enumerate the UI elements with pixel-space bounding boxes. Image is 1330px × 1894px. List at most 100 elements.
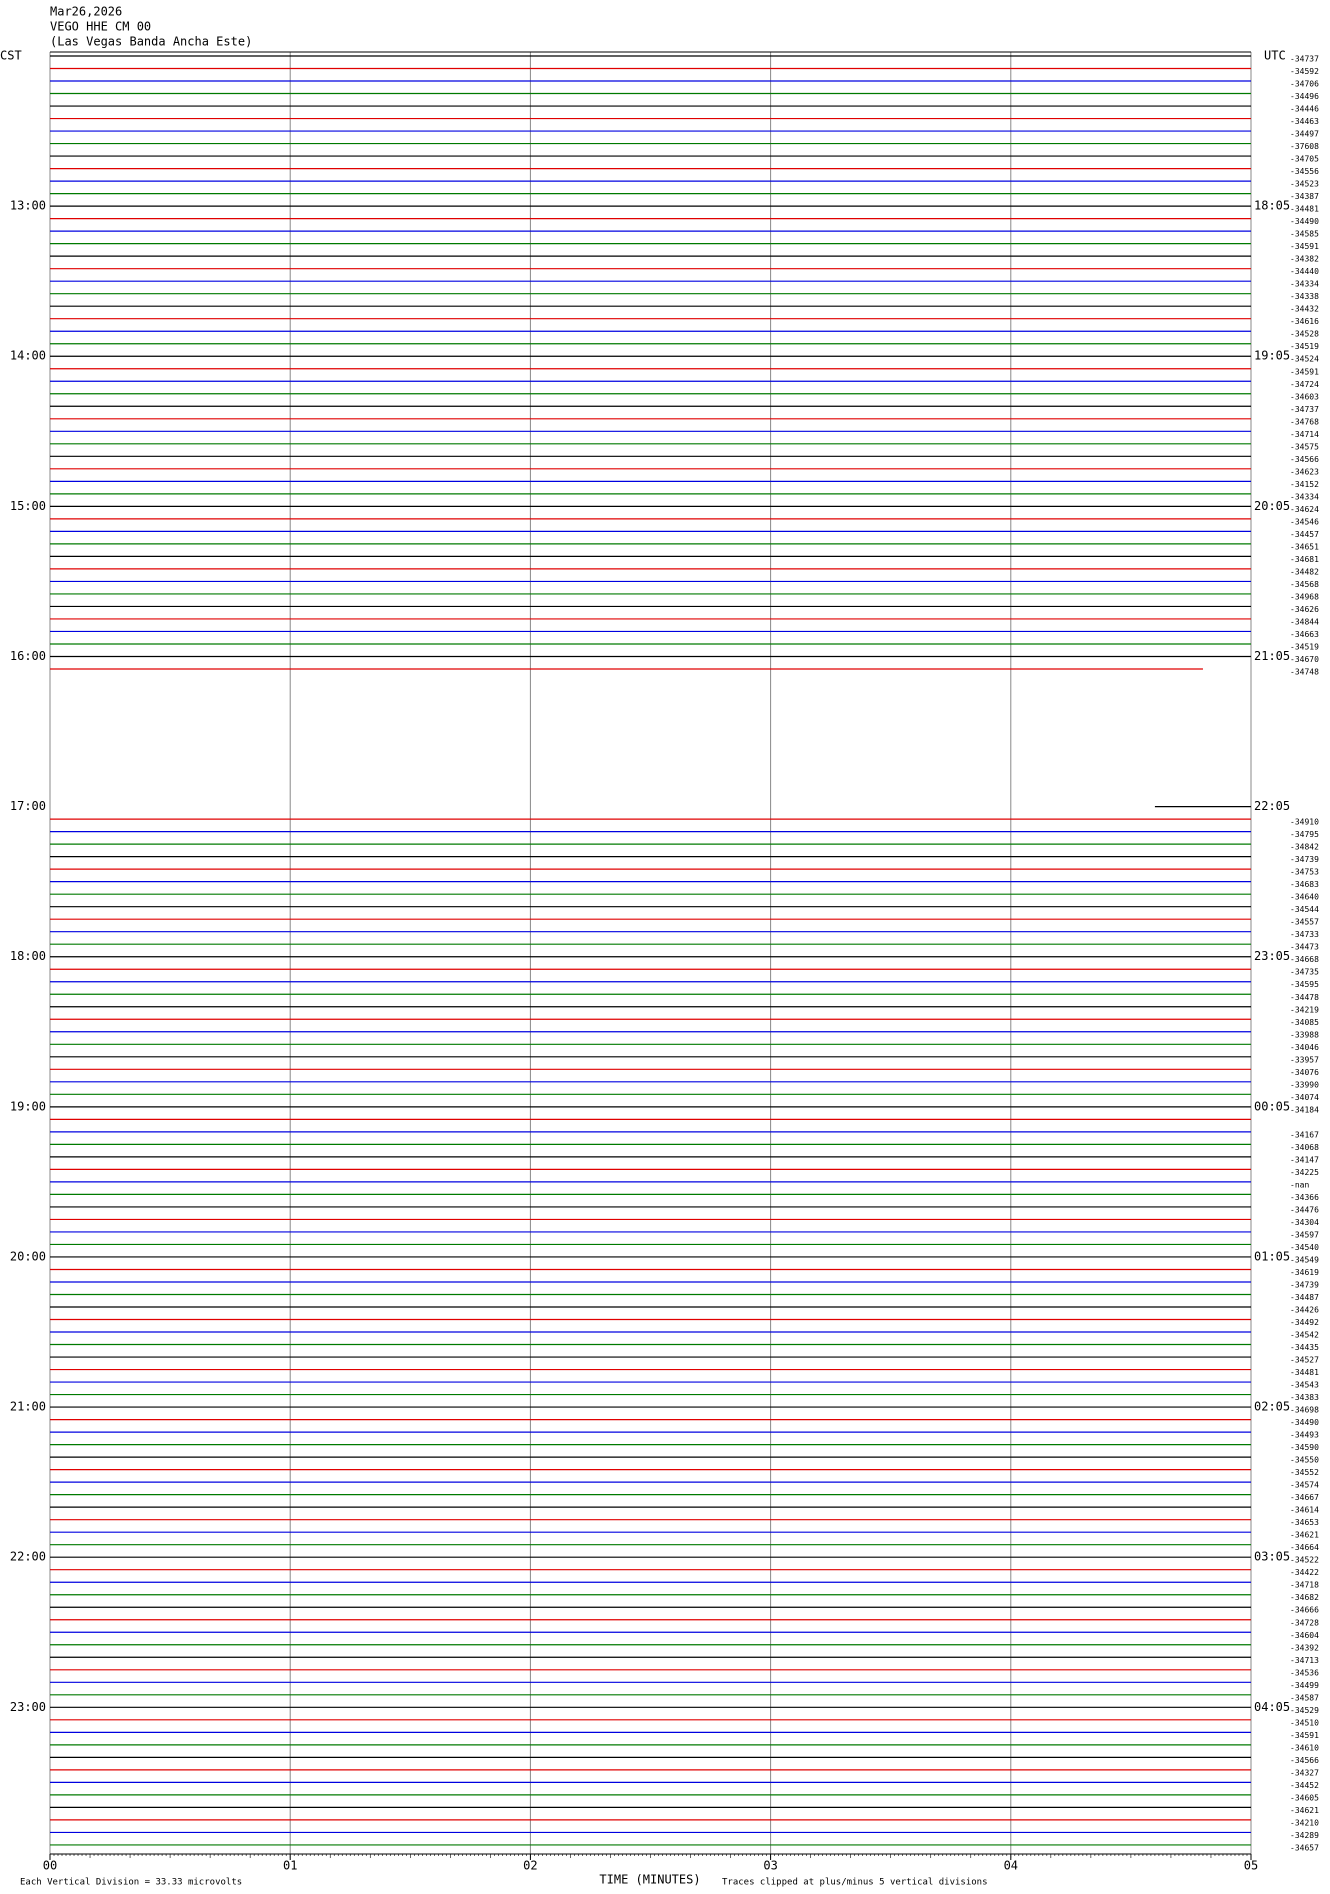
trace-label: -34737: [1290, 55, 1319, 64]
trace-label: -34591: [1290, 242, 1319, 251]
trace-label: -34728: [1290, 1618, 1319, 1627]
trace-label: -34735: [1290, 968, 1319, 977]
left-axis-title: CST: [0, 49, 22, 63]
trace-label: -34481: [1290, 205, 1319, 214]
trace-label: -34844: [1290, 617, 1319, 626]
trace-label: -34640: [1290, 893, 1319, 902]
utc-hour: 20:05: [1254, 499, 1290, 513]
trace-label: -34910: [1290, 818, 1319, 827]
cst-hour: 19:00: [10, 1099, 46, 1113]
trace-label: -34739: [1290, 1280, 1319, 1289]
trace-label: -34670: [1290, 655, 1319, 664]
trace-label: -34556: [1290, 167, 1319, 176]
x-tick-label: 03: [763, 1859, 777, 1873]
trace-label: -34624: [1290, 505, 1319, 514]
trace-label: -34482: [1290, 567, 1319, 576]
scale-note: Each Vertical Division = 33.33 microvolt…: [20, 1878, 242, 1888]
trace-label: -34705: [1290, 155, 1319, 164]
trace-label: -34968: [1290, 592, 1319, 601]
trace-label: -34496: [1290, 92, 1319, 101]
trace-label: -34590: [1290, 1443, 1319, 1452]
trace-label: -34219: [1290, 1005, 1319, 1014]
cst-hour: 20:00: [10, 1249, 46, 1263]
trace-label: -34605: [1290, 1793, 1319, 1802]
trace-label: -34610: [1290, 1743, 1319, 1752]
location: (Las Vegas Banda Ancha Este): [50, 35, 252, 49]
trace-label: -34540: [1290, 1243, 1319, 1252]
trace-label: -34544: [1290, 905, 1319, 914]
trace-label: -34597: [1290, 1230, 1319, 1239]
trace-label: -34842: [1290, 843, 1319, 852]
trace-label: -34626: [1290, 605, 1319, 614]
trace-label: -34452: [1290, 1781, 1319, 1790]
cst-hour: 21:00: [10, 1400, 46, 1414]
trace-label: -34366: [1290, 1193, 1319, 1202]
trace-label: -34152: [1290, 480, 1319, 489]
trace-label: -34383: [1290, 1393, 1319, 1402]
trace-label: -34528: [1290, 330, 1319, 339]
cst-hour: 14:00: [10, 349, 46, 363]
trace-label: -34651: [1290, 542, 1319, 551]
x-tick-label: 01: [283, 1859, 297, 1873]
trace-label: -34623: [1290, 467, 1319, 476]
x-tick-label: 04: [1004, 1859, 1018, 1873]
trace-label: -34522: [1290, 1556, 1319, 1565]
trace-label: -34621: [1290, 1531, 1319, 1540]
trace-label: -34167: [1290, 1130, 1319, 1139]
trace-label: -34046: [1290, 1043, 1319, 1052]
trace-label: -33957: [1290, 1055, 1319, 1064]
trace-label: -34616: [1290, 317, 1319, 326]
trace-label: -34074: [1290, 1093, 1319, 1102]
trace-label: -34523: [1290, 180, 1319, 189]
trace-label: -34557: [1290, 918, 1319, 927]
trace-label: -34621: [1290, 1806, 1319, 1815]
utc-hour: 00:05: [1254, 1099, 1290, 1113]
utc-hour: 02:05: [1254, 1400, 1290, 1414]
trace-label: -34529: [1290, 1706, 1319, 1715]
trace-label: -34566: [1290, 455, 1319, 464]
utc-hour: 03:05: [1254, 1550, 1290, 1564]
trace-label: -34552: [1290, 1468, 1319, 1477]
trace-label: -34653: [1290, 1518, 1319, 1527]
trace-label: -34076: [1290, 1068, 1319, 1077]
trace-label: -34698: [1290, 1406, 1319, 1415]
utc-hour: 21:05: [1254, 649, 1290, 663]
trace-label: -34603: [1290, 392, 1319, 401]
trace-label: -34568: [1290, 580, 1319, 589]
x-tick-label: 05: [1244, 1859, 1258, 1873]
trace-label: -34435: [1290, 1343, 1319, 1352]
trace-label: -34683: [1290, 880, 1319, 889]
trace-label: -34457: [1290, 530, 1319, 539]
x-tick-label: 00: [43, 1859, 57, 1873]
trace-label: -34681: [1290, 555, 1319, 564]
trace-label: -34210: [1290, 1818, 1319, 1827]
trace-label: -34585: [1290, 230, 1319, 239]
trace-label: -34481: [1290, 1368, 1319, 1377]
trace-label: -34492: [1290, 1318, 1319, 1327]
trace-label: -34422: [1290, 1568, 1319, 1577]
utc-hour: 23:05: [1254, 949, 1290, 963]
trace-label: -34591: [1290, 367, 1319, 376]
trace-label: -34546: [1290, 517, 1319, 526]
cst-hour: 17:00: [10, 799, 46, 813]
trace-label: -34668: [1290, 955, 1319, 964]
trace-label: -34527: [1290, 1356, 1319, 1365]
trace-label: -34542: [1290, 1331, 1319, 1340]
trace-label: -34550: [1290, 1456, 1319, 1465]
cst-hour: 18:00: [10, 949, 46, 963]
trace-label: -34225: [1290, 1168, 1319, 1177]
utc-hour: 19:05: [1254, 349, 1290, 363]
right-axis-title: UTC: [1264, 49, 1286, 63]
trace-label: -34619: [1290, 1268, 1319, 1277]
trace-label: -34614: [1290, 1506, 1319, 1515]
trace-label: -34592: [1290, 67, 1319, 76]
utc-hour: 18:05: [1254, 199, 1290, 213]
trace-label: -34587: [1290, 1693, 1319, 1702]
trace-label: -34499: [1290, 1681, 1319, 1690]
trace-label: -34713: [1290, 1656, 1319, 1665]
trace-label: -37608: [1290, 142, 1319, 151]
trace-label: -34718: [1290, 1581, 1319, 1590]
trace-label: -34493: [1290, 1431, 1319, 1440]
trace-label: -34737: [1290, 405, 1319, 414]
x-tick-label: 02: [523, 1859, 537, 1873]
